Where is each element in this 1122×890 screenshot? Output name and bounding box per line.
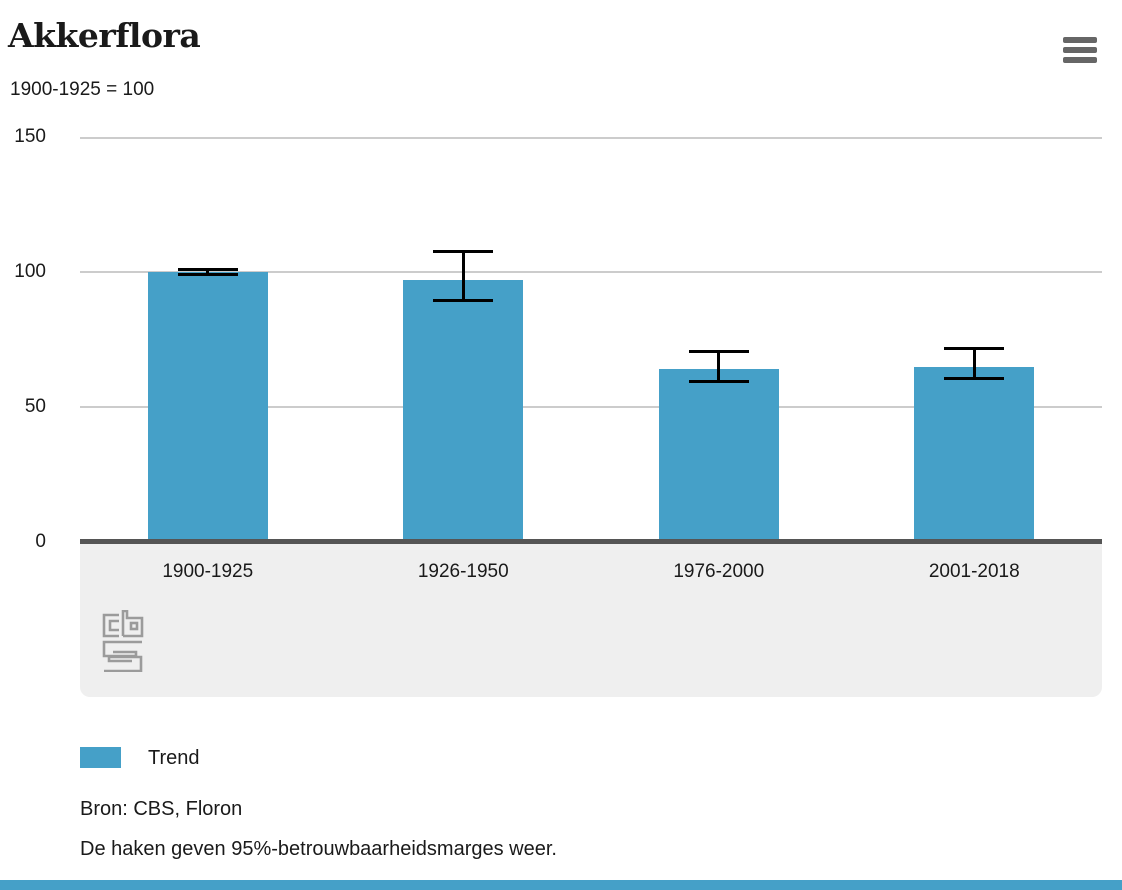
y-tick-label-0: 0 xyxy=(35,531,46,552)
bar-1900-1925[interactable] xyxy=(147,272,268,542)
x-axis-band: 1900-1925 1926-1950 1976-2000 2001-2018 xyxy=(80,544,1102,697)
gridline-100 xyxy=(80,271,1102,273)
x-category-label-2001-2018: 2001-2018 xyxy=(928,561,1020,582)
x-category-label-1926-1950: 1926-1950 xyxy=(417,561,509,582)
y-tick-label-150: 150 xyxy=(14,126,46,147)
note-text: De haken geven 95%-betrouwbaarheidsmarge… xyxy=(80,838,557,860)
error-bar-1900-1925 xyxy=(177,267,238,277)
gridline-50 xyxy=(80,406,1102,408)
x-axis-line xyxy=(80,539,1102,544)
cbs-logo xyxy=(102,610,144,672)
error-bar-1976-2000 xyxy=(688,350,749,383)
x-category-label-1976-2000: 1976-2000 xyxy=(673,561,765,582)
footer-bar xyxy=(0,880,1122,890)
chart-subtitle: 1900-1925 = 100 xyxy=(10,79,155,100)
source-text: Bron: CBS, Floron xyxy=(80,798,243,820)
x-category-label-1900-1925: 1900-1925 xyxy=(162,561,254,582)
legend-label: Trend xyxy=(148,747,200,769)
bar-2001-2018[interactable] xyxy=(914,366,1035,542)
gridline-150 xyxy=(80,137,1102,139)
chart-menu-button[interactable] xyxy=(1059,33,1101,71)
chart-title: Akkerflora xyxy=(8,16,201,55)
y-tick-label-50: 50 xyxy=(24,396,46,417)
error-bar-2001-2018 xyxy=(944,347,1005,381)
legend-swatch-trend[interactable] xyxy=(80,747,121,768)
plot-area xyxy=(80,137,1102,542)
bar-1976-2000[interactable] xyxy=(658,369,779,542)
bar-1926-1950[interactable] xyxy=(403,280,524,542)
y-tick-label-100: 100 xyxy=(14,261,46,282)
hamburger-menu-icon xyxy=(1063,37,1097,63)
error-bar-1926-1950 xyxy=(433,250,494,302)
